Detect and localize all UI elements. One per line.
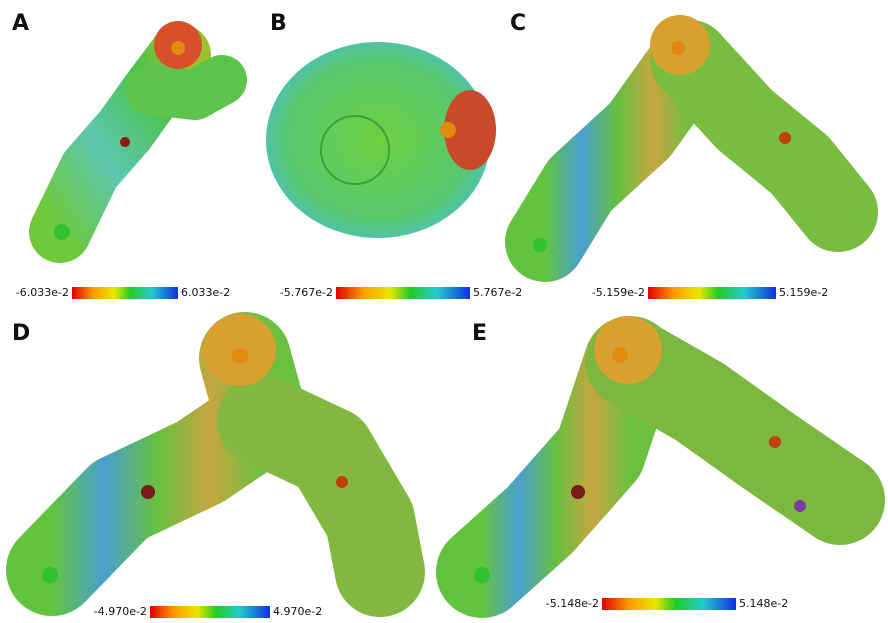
color-bar-min: -6.033e-2	[16, 286, 69, 299]
molecule-b	[266, 42, 496, 238]
molecule-e	[474, 316, 840, 583]
panel-label: B	[270, 11, 287, 36]
color-bar	[648, 287, 776, 299]
figure: A -6.033e-2 6.033e-2 B -5.767e-2 5.767e-2 C -5.…	[0, 0, 888, 623]
color-bar-max: 5.159e-2	[779, 286, 828, 299]
color-bar-min: -5.159e-2	[592, 286, 645, 299]
color-bar-min: -5.767e-2	[280, 286, 333, 299]
color-bar	[602, 598, 736, 610]
molecule-c	[533, 15, 838, 252]
color-bar-max: 4.970e-2	[273, 605, 322, 618]
color-bar	[72, 287, 178, 299]
molecule-d	[42, 314, 380, 583]
color-bar	[150, 606, 270, 618]
panel-label: A	[12, 11, 29, 36]
panel-label: C	[510, 11, 526, 36]
panel-label: D	[12, 321, 30, 346]
panel-label: E	[472, 321, 487, 346]
color-bar-max: 5.148e-2	[739, 597, 788, 610]
color-bar-max: 5.767e-2	[473, 286, 522, 299]
color-bar-max: 6.033e-2	[181, 286, 230, 299]
color-bar-min: -4.970e-2	[94, 605, 147, 618]
molecule-a	[54, 21, 222, 240]
color-bar	[336, 287, 470, 299]
color-bar-min: -5.148e-2	[546, 597, 599, 610]
